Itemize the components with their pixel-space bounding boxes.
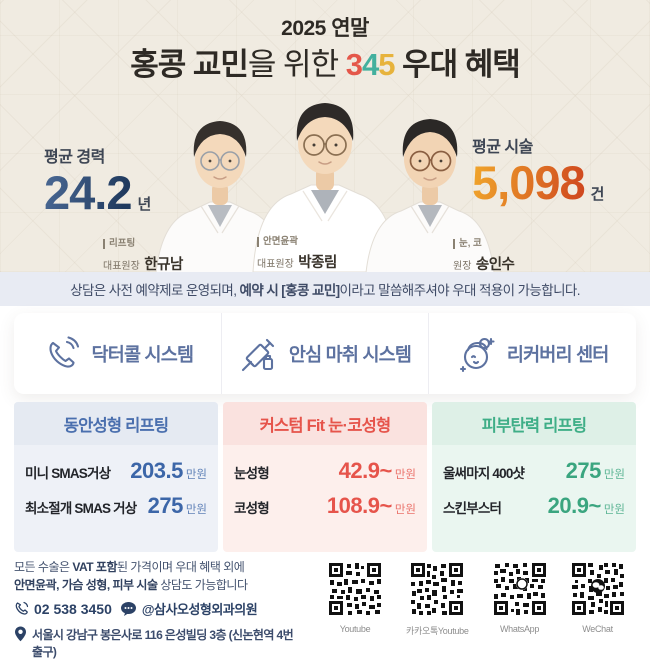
- qr-code-strip: Youtube 카카오톡Youtube WhatsApp WeChat: [328, 562, 625, 660]
- feature-recovery-center: 리커버리 센터: [428, 313, 636, 394]
- stat-career-value: 24.2: [44, 166, 132, 219]
- price-row: 울써마지 400샷 275 만원: [443, 458, 625, 483]
- stat-procedures-label: 평균 시술: [472, 139, 533, 156]
- price-row: 최소절개 SMAS 거상 275 만원: [25, 493, 207, 518]
- kakao-contact[interactable]: @삼사오성형외과의원: [120, 599, 258, 618]
- pricing-column-title: 커스텀 Fit 눈·코성형: [223, 402, 427, 445]
- qr-label: WeChat: [582, 624, 613, 634]
- doctor-specialty: 안면윤곽: [257, 236, 298, 248]
- doctor-name: 송인수: [475, 257, 515, 272]
- qr-youtube[interactable]: Youtube: [328, 562, 382, 660]
- feature-label: 닥터콜 시스템: [91, 343, 194, 365]
- phone-contact[interactable]: 02 538 3450: [14, 601, 112, 617]
- reservation-notice-banner: 상담은 사전 예약제로 운영되며, 예약 시 [홍콩 교민]이라고 말씀해주셔야…: [0, 272, 650, 306]
- stat-procedures-unit: 건: [590, 186, 605, 203]
- price-row: 코성형 108.9~ 만원: [234, 493, 416, 518]
- pricing-column-title: 피부탄력 리프팅: [432, 402, 636, 445]
- title-digit-5: 5: [378, 47, 395, 82]
- feature-label: 안심 마취 시스템: [288, 343, 412, 365]
- title-bold-suffix: 우대 혜택: [394, 47, 521, 82]
- address-row: 서울시 강남구 봉은사로 116 은성빌딩 3층 (신논현역 4번 출구): [14, 626, 306, 660]
- feature-card: 닥터콜 시스템 안심 마취 시스템: [14, 313, 636, 394]
- doctor-label-han: 리프팅 대표원장 한규남: [103, 233, 183, 272]
- qr-code-image: [328, 562, 382, 616]
- stat-career-label: 평균 경력: [44, 149, 105, 166]
- title-bold-prefix: 홍콩 교민: [130, 47, 249, 82]
- hero-section: 2025 연말 홍콩 교민을 위한 345 우대 혜택: [0, 0, 650, 272]
- pricing-column-lifting: 동안성형 리프팅 미니 SMAS거상 203.5 만원 최소절개 SMAS 거상 …: [14, 402, 218, 552]
- stat-career-unit: 년: [137, 196, 152, 213]
- qr-label: Youtube: [339, 624, 371, 634]
- kakao-talk-icon: [120, 601, 137, 617]
- phone-number[interactable]: 02 538 3450: [34, 600, 112, 617]
- feature-doctor-call: 닥터콜 시스템: [14, 313, 221, 394]
- title-digit-3: 3: [345, 47, 363, 82]
- qr-label: WhatsApp: [499, 624, 540, 634]
- address-text: 서울시 강남구 봉은사로 116 은성빌딩 3층 (신논현역 4번 출구): [32, 628, 294, 659]
- footer-disclaimer-line2: 안면윤곽, 가슴 성형, 피부 시술 상담도 가능합니다: [14, 578, 248, 592]
- doctor-name: 한규남: [144, 257, 183, 272]
- location-pin-icon: [14, 626, 27, 642]
- title-year: 2025 연말: [281, 17, 369, 40]
- title-digit-4: 4: [361, 47, 379, 82]
- feature-safe-anesthesia: 안심 마취 시스템: [220, 313, 429, 394]
- qr-label: 카카오톡Youtube: [406, 626, 469, 636]
- notice-text: 상담은 사전 예약제로 운영되며, 예약 시 [홍콩 교민]이라고 말씀해주셔야…: [70, 283, 580, 298]
- phone-icon: [14, 601, 29, 616]
- syringe-icon: [239, 334, 279, 374]
- phone-icon: [42, 334, 82, 374]
- title-light-mid: 을 위한: [247, 47, 346, 82]
- doctors-illustration: [135, 87, 515, 272]
- doctor-label-song: 눈, 코 원장 송인수: [453, 233, 515, 272]
- face-icon: [457, 334, 497, 374]
- doctor-label-park: 안면윤곽 대표원장 박종림: [257, 231, 337, 272]
- qr-whatsapp[interactable]: WhatsApp: [492, 562, 547, 660]
- pricing-column-eye-nose: 커스텀 Fit 눈·코성형 눈성형 42.9~ 만원 코성형 108.9~ 만원: [223, 402, 427, 552]
- doctor-name: 박종림: [298, 255, 337, 271]
- pricing-column-title: 동안성형 리프팅: [14, 402, 218, 445]
- pricing-section: 동안성형 리프팅 미니 SMAS거상 203.5 만원 최소절개 SMAS 거상 …: [14, 402, 636, 552]
- doctor-specialty: 리프팅: [103, 238, 135, 250]
- qr-wechat[interactable]: WeChat: [570, 562, 625, 660]
- kakao-handle[interactable]: @삼사오성형외과의원: [141, 602, 258, 617]
- qr-code-image: [492, 562, 547, 616]
- stat-avg-career: 평균 경력 24.2 년: [44, 143, 151, 217]
- doctor-specialty: 눈, 코: [453, 238, 482, 250]
- price-row: 스킨부스터 20.9~ 만원: [443, 493, 625, 518]
- page-title: 홍콩 교민을 위한 345 우대 혜택: [0, 39, 650, 84]
- pricing-column-skin: 피부탄력 리프팅 울써마지 400샷 275 만원 스킨부스터 20.9~ 만원: [432, 402, 636, 552]
- doctor-title: 대표원장: [257, 259, 294, 270]
- footer-section: 모든 수술은 VAT 포함된 가격이며 우대 혜택 외에 안면윤곽, 가슴 성형…: [14, 558, 636, 660]
- feature-label: 리커버리 센터: [506, 343, 609, 365]
- qr-code-image: [570, 562, 625, 616]
- price-row: 미니 SMAS거상 203.5 만원: [25, 458, 207, 483]
- footer-disclaimer-line1: 모든 수술은 VAT 포함된 가격이며 우대 혜택 외에: [14, 560, 245, 574]
- price-row: 눈성형 42.9~ 만원: [234, 458, 416, 483]
- qr-code-image: [410, 562, 465, 616]
- doctor-title: 원장: [453, 261, 472, 272]
- qr-kakao-youtube[interactable]: 카카오톡Youtube: [406, 562, 469, 660]
- footer-info: 모든 수술은 VAT 포함된 가격이며 우대 혜택 외에 안면윤곽, 가슴 성형…: [14, 558, 306, 660]
- stat-avg-procedures: 평균 시술 5,098 건: [472, 133, 604, 207]
- doctor-title: 대표원장: [103, 261, 140, 272]
- stat-procedures-value: 5,098: [472, 156, 586, 209]
